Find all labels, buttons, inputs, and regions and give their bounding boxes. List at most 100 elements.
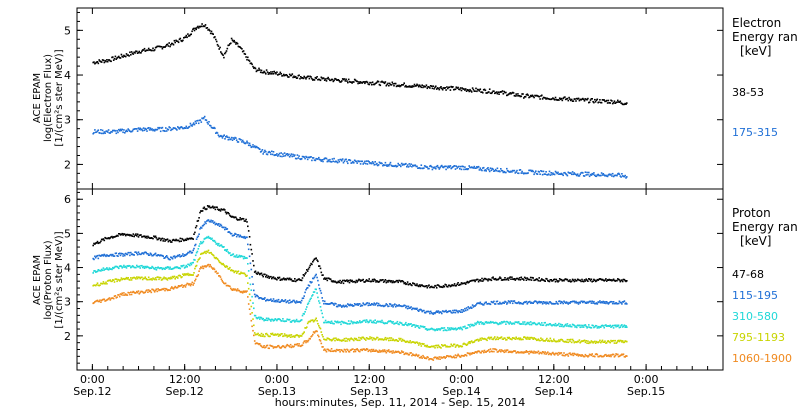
data-point	[273, 70, 276, 73]
data-point	[607, 279, 610, 281]
data-point	[591, 324, 593, 327]
data-point	[253, 293, 256, 296]
data-point	[265, 319, 267, 321]
data-point	[288, 73, 291, 76]
data-point	[351, 161, 353, 164]
data-point	[327, 159, 329, 161]
data-point	[202, 224, 205, 227]
data-point	[294, 321, 296, 323]
data-point	[204, 208, 206, 210]
data-point	[523, 172, 525, 175]
data-point	[329, 321, 331, 323]
data-point	[312, 157, 315, 159]
data-point	[213, 221, 216, 224]
data-point	[275, 346, 277, 349]
data-point	[192, 249, 194, 252]
data-point	[150, 291, 153, 294]
data-point	[535, 300, 537, 303]
data-point	[124, 293, 127, 295]
data-point	[205, 222, 207, 225]
data-point	[380, 350, 382, 352]
data-point	[427, 346, 429, 348]
data-point	[582, 324, 584, 327]
data-point	[382, 350, 385, 353]
data-point	[289, 154, 292, 157]
data-point	[424, 328, 427, 330]
data-point	[375, 322, 377, 324]
data-point	[328, 321, 330, 324]
data-point	[161, 268, 164, 271]
data-point	[508, 93, 511, 95]
data-point	[211, 206, 213, 209]
data-point	[270, 332, 272, 335]
data-point	[249, 313, 252, 315]
data-point	[512, 92, 515, 94]
data-point	[538, 300, 540, 303]
data-point	[96, 254, 99, 257]
data-point	[446, 165, 448, 168]
data-point	[465, 327, 468, 329]
data-point	[468, 341, 470, 343]
data-point	[212, 33, 214, 35]
x-tick-time-label: 12:00	[538, 373, 570, 386]
data-point	[306, 340, 308, 342]
data-point	[388, 82, 391, 85]
data-point	[590, 340, 593, 342]
data-point	[257, 147, 259, 149]
data-point	[174, 239, 176, 242]
data-point	[322, 316, 324, 319]
data-point	[184, 266, 187, 268]
data-point	[214, 127, 216, 130]
data-point	[157, 126, 159, 129]
data-point	[519, 302, 522, 304]
series-1060-1900	[92, 263, 628, 361]
data-point	[479, 88, 482, 90]
data-point	[566, 278, 569, 281]
data-point	[423, 167, 425, 169]
data-point	[253, 146, 255, 148]
data-point	[564, 354, 566, 357]
data-point	[333, 337, 335, 340]
data-point	[124, 55, 126, 57]
data-point	[116, 254, 118, 257]
data-point	[452, 327, 454, 330]
data-point	[611, 325, 613, 328]
data-point	[398, 304, 400, 306]
data-point	[345, 351, 347, 353]
data-point	[610, 355, 612, 358]
data-point	[561, 301, 564, 304]
data-point	[611, 301, 613, 303]
data-point	[302, 77, 305, 80]
data-point	[530, 336, 533, 339]
data-point	[526, 303, 529, 305]
data-point	[596, 341, 599, 344]
data-point	[244, 273, 247, 276]
data-point	[242, 141, 245, 143]
data-point	[329, 160, 332, 163]
data-point	[415, 85, 417, 87]
data-point	[435, 329, 437, 331]
data-point	[376, 320, 379, 323]
data-point	[269, 335, 271, 338]
data-point	[553, 98, 555, 100]
data-point	[606, 175, 609, 178]
data-point	[508, 336, 511, 339]
data-point	[133, 254, 135, 256]
data-point	[621, 173, 623, 175]
data-point	[119, 265, 122, 267]
data-point	[327, 76, 329, 79]
data-point	[508, 350, 511, 353]
data-point	[582, 172, 584, 174]
data-point	[612, 278, 615, 281]
data-point	[283, 278, 286, 281]
data-point	[370, 337, 372, 340]
data-point	[347, 303, 349, 305]
data-point	[568, 338, 570, 341]
data-point	[567, 355, 570, 357]
data-point	[383, 322, 386, 325]
data-point	[336, 305, 339, 308]
data-point	[163, 238, 165, 240]
data-point	[401, 338, 404, 341]
data-point	[345, 280, 347, 282]
data-point	[516, 169, 518, 172]
